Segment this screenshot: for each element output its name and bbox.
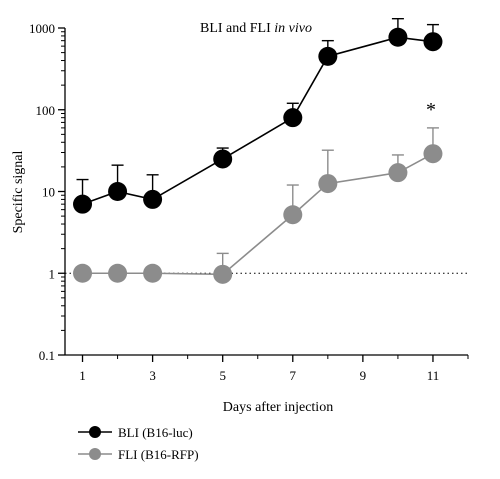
y-tick-label: 1: [49, 266, 56, 281]
data-point: [108, 182, 128, 201]
legend-marker: [89, 426, 101, 438]
x-tick-label: 7: [290, 368, 297, 383]
series: [73, 17, 443, 214]
x-tick-label: 3: [149, 368, 156, 383]
chart-title-italic: in vivo: [274, 21, 312, 36]
data-point: [143, 263, 163, 283]
chart-title: BLI and FLI in vivo: [200, 21, 312, 36]
x-tick-label: 5: [219, 368, 226, 383]
x-tick-label: 1: [79, 368, 86, 383]
data-point: [283, 205, 303, 225]
data-point: [388, 27, 408, 47]
x-axis-label: Days after injection: [223, 400, 333, 415]
data-point: [423, 144, 443, 164]
y-tick-label: 1000: [29, 21, 55, 36]
data-point: [73, 194, 93, 214]
data-point: [318, 46, 338, 66]
series-line: [82, 36, 434, 205]
data-point: [388, 163, 408, 183]
plot-area: *: [65, 17, 468, 284]
legend-label: FLI (B16-RFP): [118, 447, 199, 462]
data-point: [283, 108, 303, 128]
legend-label: BLI (B16-luc): [118, 425, 193, 440]
legend: BLI (B16-luc) FLI (B16-RFP): [78, 425, 199, 462]
legend-item: BLI (B16-luc): [78, 425, 193, 440]
axes: 0.1 1 10 100 1000 1 3 5 7 9 11: [29, 21, 469, 383]
x-tick-label: 9: [360, 368, 367, 383]
data-point: [213, 149, 233, 169]
y-tick-label: 100: [36, 103, 56, 118]
data-point: [318, 174, 338, 194]
x-tick-label: 11: [427, 368, 440, 383]
legend-item: FLI (B16-RFP): [78, 447, 199, 462]
y-tick-label: 10: [42, 185, 55, 200]
data-point: [213, 264, 233, 284]
legend-marker: [89, 448, 101, 460]
data-point: [423, 32, 443, 52]
data-point: [143, 189, 163, 209]
series: [73, 127, 443, 284]
chart-title-main: BLI and FLI: [200, 21, 274, 36]
y-axis-label: Specific signal: [11, 150, 26, 233]
series-line: [82, 152, 434, 276]
significance-marker: *: [426, 99, 436, 121]
data-point: [73, 263, 93, 283]
data-point: [108, 263, 128, 283]
y-tick-label: 0.1: [39, 348, 55, 363]
